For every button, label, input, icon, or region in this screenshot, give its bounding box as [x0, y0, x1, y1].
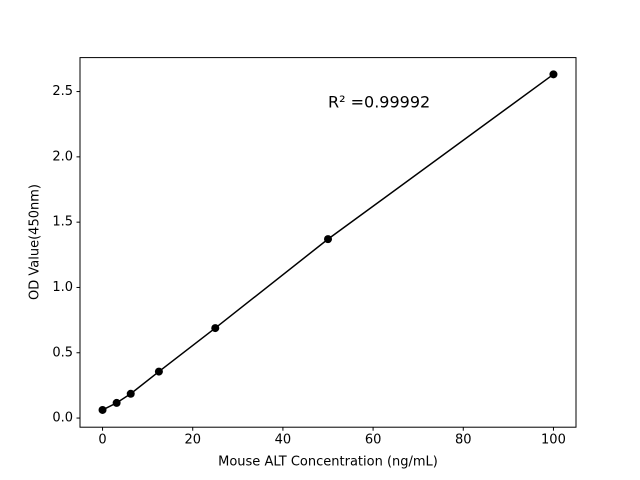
y-tick-label: 2.5 [52, 84, 73, 99]
x-tick-label: 20 [184, 433, 201, 448]
point [211, 324, 220, 333]
y-tick-label: 0.0 [52, 411, 73, 426]
point [324, 235, 332, 244]
y-tick-label: 1.0 [52, 280, 73, 295]
point [112, 398, 121, 407]
annotation: R² =0.99992 [328, 93, 430, 112]
x-axis-label: Mouse ALT Concentration (ng/mL) [218, 455, 438, 470]
y-axis-label: OD Value(450nm) [28, 184, 43, 300]
point [126, 389, 135, 398]
x-tick-label: 40 [275, 433, 292, 448]
plot-frame [79, 57, 577, 428]
y-tick-label: 2.0 [52, 149, 73, 164]
x-tick-label: 0 [98, 433, 106, 448]
point [98, 405, 107, 414]
point [154, 367, 163, 376]
point [549, 70, 558, 79]
x-tick-label: 80 [455, 433, 472, 448]
x-tick-label: 100 [541, 433, 566, 448]
x-tick-label: 60 [365, 433, 382, 448]
y-tick-label: 0.5 [52, 345, 73, 360]
y-tick-label: 1.5 [52, 215, 73, 230]
